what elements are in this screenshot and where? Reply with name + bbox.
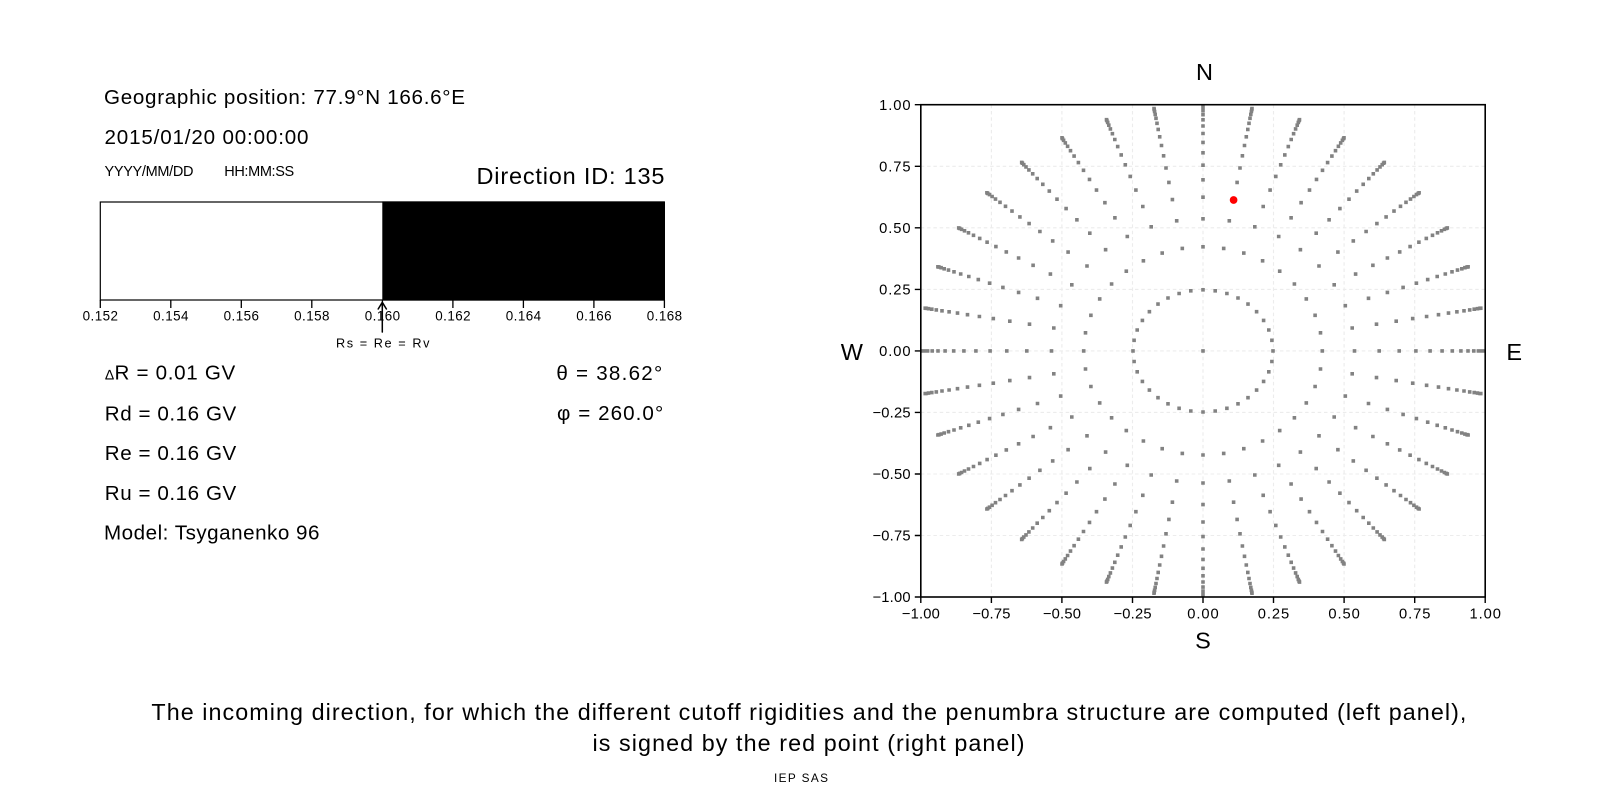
svg-text:−1.00: −1.00 — [902, 607, 940, 623]
svg-text:0.168: 0.168 — [647, 308, 682, 323]
svg-text:0.25: 0.25 — [879, 283, 910, 299]
svg-text:0.166: 0.166 — [576, 308, 611, 323]
svg-text:θ = 38.62°: θ = 38.62° — [556, 362, 662, 385]
svg-text:HH:MM:SS: HH:MM:SS — [224, 164, 294, 180]
svg-text:−0.25: −0.25 — [1114, 607, 1152, 623]
svg-text:Geographic position: 77.9°N 16: Geographic position: 77.9°N 166.6°E — [104, 86, 465, 109]
svg-text:0.164: 0.164 — [506, 308, 542, 323]
svg-text:0.152: 0.152 — [83, 308, 118, 323]
svg-text:YYYY/MM/DD: YYYY/MM/DD — [105, 164, 194, 180]
svg-text:The incoming direction, for wh: The incoming direction, for which the di… — [151, 699, 1466, 725]
svg-text:0.00: 0.00 — [1187, 607, 1218, 623]
svg-text:is signed by the red point (ri: is signed by the red point (right panel) — [593, 730, 1025, 756]
svg-text:0.25: 0.25 — [1258, 607, 1289, 623]
svg-text:0.75: 0.75 — [879, 159, 910, 175]
svg-text:2015/01/20 00:00:00: 2015/01/20 00:00:00 — [105, 126, 309, 149]
svg-text:−0.75: −0.75 — [972, 607, 1010, 623]
svg-text:Rd = 0.16 GV: Rd = 0.16 GV — [105, 403, 237, 426]
svg-text:S: S — [1195, 628, 1211, 654]
svg-text:Ru = 0.16 GV: Ru = 0.16 GV — [105, 482, 237, 505]
svg-text:1.00: 1.00 — [879, 98, 910, 114]
svg-text:Re = 0.16 GV: Re = 0.16 GV — [105, 442, 237, 465]
svg-text:W: W — [841, 339, 864, 365]
svg-text:−0.75: −0.75 — [873, 529, 911, 545]
svg-text:Direction ID: 135: Direction ID: 135 — [477, 163, 665, 189]
svg-text:−0.50: −0.50 — [1043, 607, 1081, 623]
svg-text:0.156: 0.156 — [224, 308, 259, 323]
svg-text:Model: Tsyganenko 96: Model: Tsyganenko 96 — [104, 521, 320, 544]
svg-text:0.162: 0.162 — [435, 308, 470, 323]
svg-text:−1.00: −1.00 — [873, 590, 911, 606]
svg-text:1.00: 1.00 — [1470, 607, 1501, 623]
svg-text:0.75: 0.75 — [1399, 607, 1430, 623]
svg-text:E: E — [1506, 339, 1522, 365]
svg-text:0.158: 0.158 — [294, 308, 329, 323]
svg-text:0.50: 0.50 — [879, 221, 910, 237]
svg-text:∆R = 0.01 GV: ∆R = 0.01 GV — [105, 361, 235, 384]
svg-text:IEP SAS: IEP SAS — [774, 771, 828, 785]
svg-text:N: N — [1196, 59, 1213, 85]
svg-text:0.00: 0.00 — [879, 344, 910, 360]
svg-text:φ = 260.0°: φ = 260.0° — [557, 402, 663, 425]
svg-text:−0.25: −0.25 — [873, 406, 911, 422]
svg-text:−0.50: −0.50 — [873, 467, 911, 483]
svg-text:0.154: 0.154 — [153, 308, 189, 323]
svg-text:0.50: 0.50 — [1328, 607, 1359, 623]
